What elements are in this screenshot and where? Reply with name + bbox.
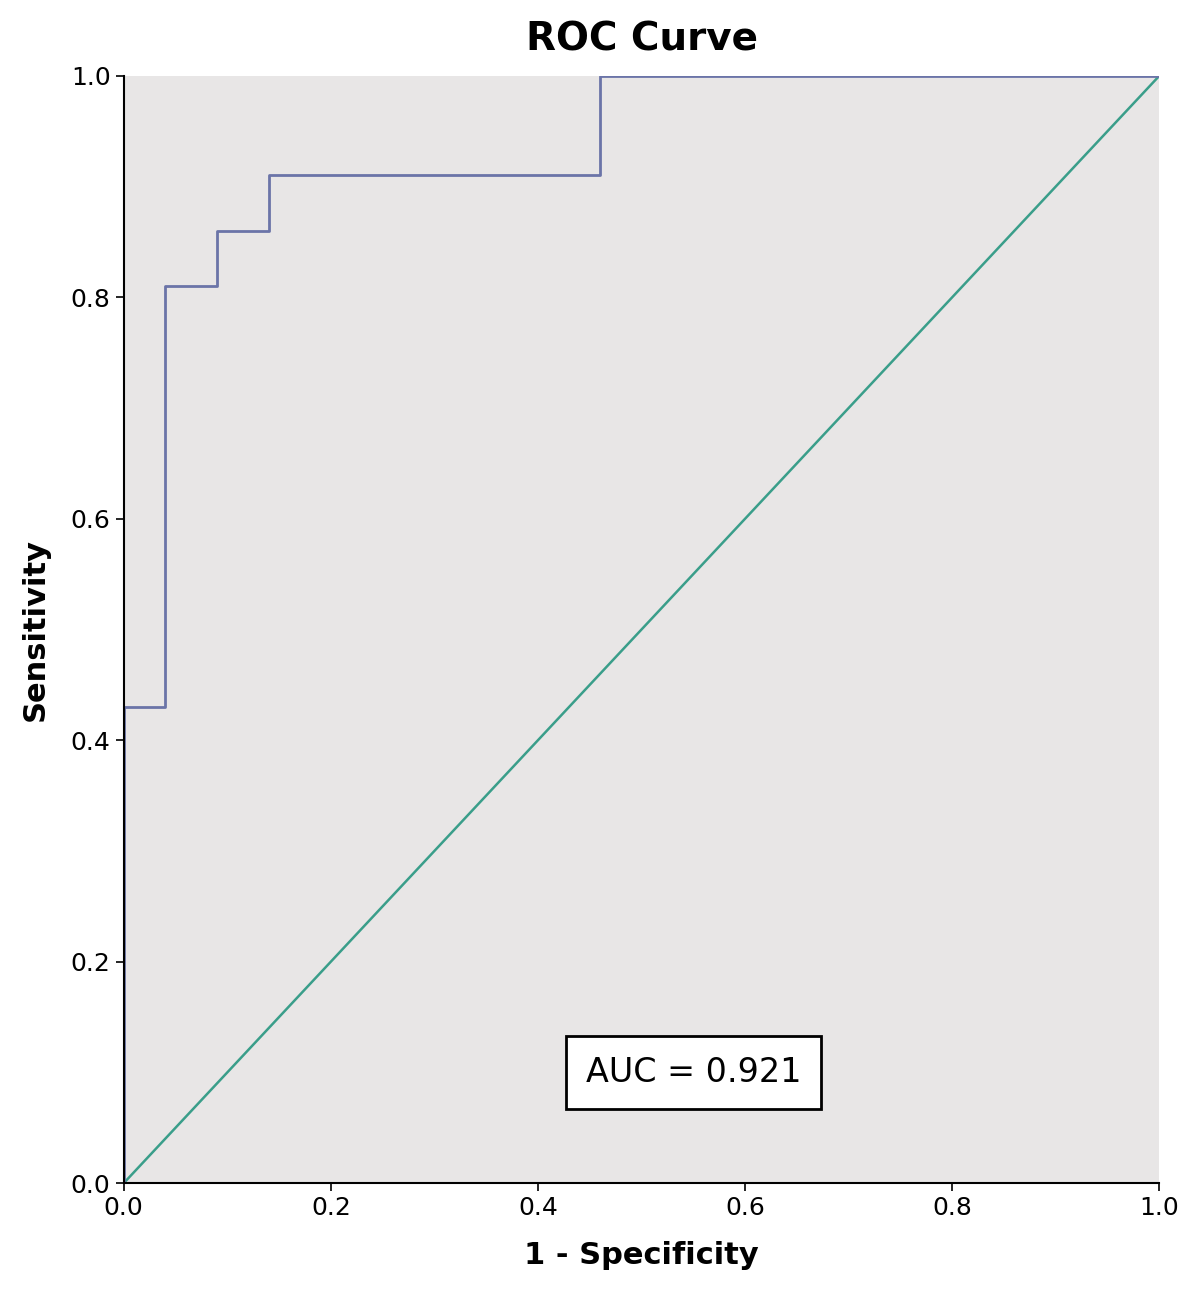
Y-axis label: Sensitivity: Sensitivity [20, 538, 50, 720]
Text: AUC = 0.921: AUC = 0.921 [586, 1056, 802, 1088]
X-axis label: 1 - Specificity: 1 - Specificity [524, 1241, 758, 1270]
Title: ROC Curve: ROC Curve [526, 21, 757, 59]
